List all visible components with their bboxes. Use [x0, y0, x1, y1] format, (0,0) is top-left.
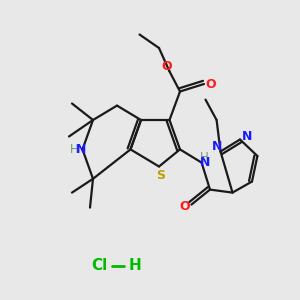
- Text: N: N: [200, 156, 210, 169]
- Text: H: H: [129, 258, 141, 273]
- Text: O: O: [162, 59, 172, 73]
- Text: H: H: [200, 151, 209, 164]
- Text: N: N: [76, 143, 86, 156]
- Text: O: O: [179, 200, 190, 214]
- Text: N: N: [242, 130, 252, 143]
- Text: Cl: Cl: [91, 258, 107, 273]
- Text: H: H: [70, 143, 79, 156]
- Text: O: O: [205, 77, 216, 91]
- Text: N: N: [212, 140, 223, 154]
- Text: S: S: [156, 169, 165, 182]
